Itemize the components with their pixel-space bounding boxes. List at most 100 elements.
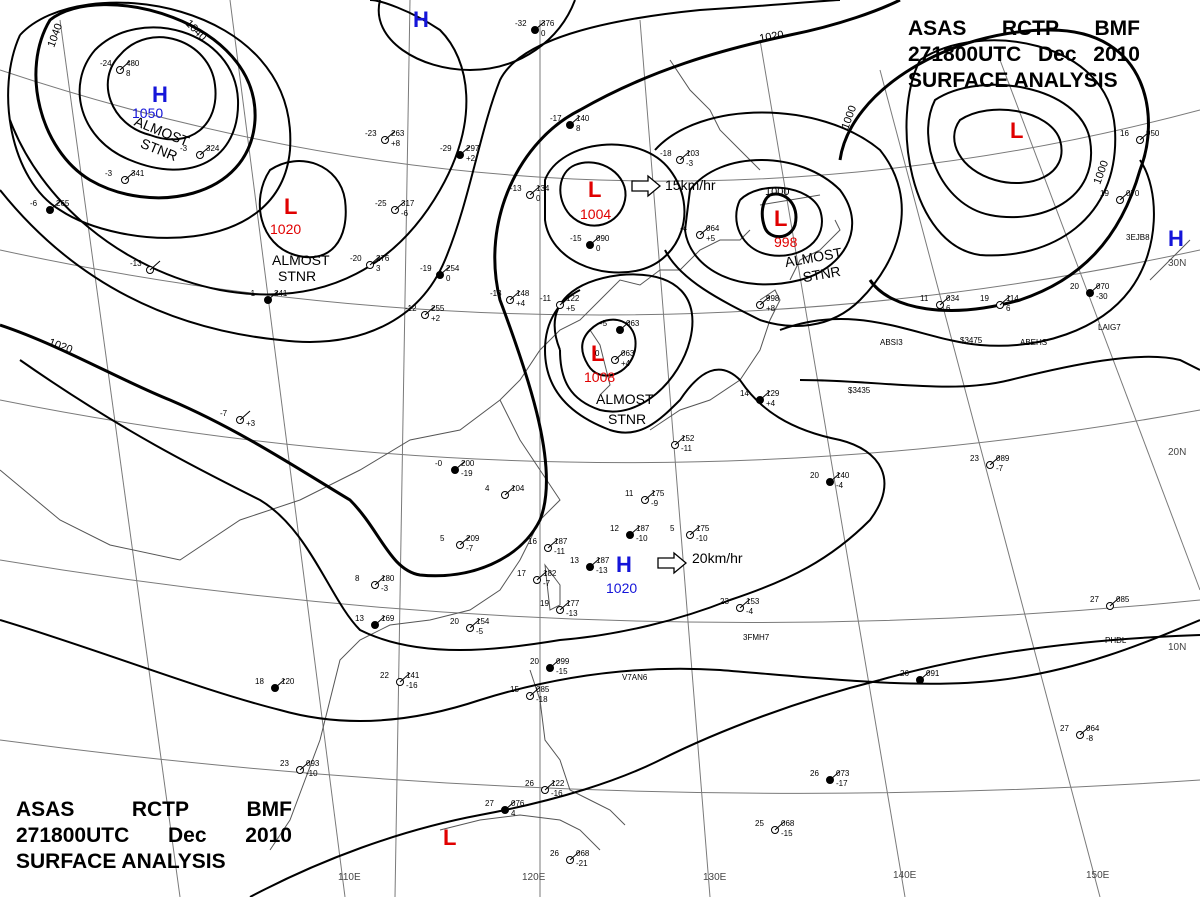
wind-barb [119, 60, 131, 71]
ship-id: V7AN6 [622, 673, 648, 682]
station-pressure: 341 [131, 169, 145, 178]
station-temperature: -1 [248, 289, 256, 298]
station-temperature: 13 [355, 614, 364, 623]
low-pressure-symbol: L [443, 825, 456, 850]
station-temperature: 26 [550, 849, 559, 858]
station-plot: -3 324 [180, 144, 220, 159]
office-code: BMF [1094, 17, 1141, 40]
wind-barb [999, 295, 1011, 306]
station-pressure: 099 [556, 657, 570, 666]
wind-barb [559, 295, 571, 306]
pressure-value: 1050 [132, 105, 163, 121]
latitude-label: 10N [1168, 642, 1186, 653]
station-temperature: 17 [517, 569, 526, 578]
station-temperature: 20 [450, 617, 459, 626]
station-temperature: 26 [810, 769, 819, 778]
station-plot: -13 [130, 259, 161, 274]
wind-barb [1119, 190, 1131, 201]
station-pressure: 122 [551, 779, 565, 788]
station-temperature: -15 [570, 234, 582, 243]
wind-barb [529, 185, 541, 196]
station-temperature: 11 [625, 489, 634, 498]
wind-barb [549, 658, 561, 669]
stnr-note-line2: STNR [278, 268, 316, 284]
station-pressure-tendency: 6 [1006, 304, 1011, 313]
station-pressure-tendency: -3 [381, 584, 389, 593]
station-pressure: 200 [461, 459, 475, 468]
station-pressure: 175 [696, 524, 710, 533]
station-pressure-tendency: -8 [1086, 734, 1094, 743]
station-temperature: 11 [920, 294, 929, 303]
station-pressure: 120 [281, 677, 295, 686]
station-plot: 25 068-15 [755, 819, 795, 838]
wind-barb [1109, 596, 1121, 607]
meridian-140e [759, 39, 906, 897]
high-pressure-symbol: H [413, 7, 429, 32]
isobar-label: 1020 [758, 29, 784, 45]
station-temperature: 27 [1090, 595, 1099, 604]
station-pressure-tendency: -11 [554, 547, 566, 556]
station-pressure: 480 [126, 59, 140, 68]
station-pressure: 254 [446, 264, 460, 273]
station-pressure: 063 [626, 319, 640, 328]
station-pressure-tendency: -7 [466, 544, 474, 553]
station-plot: 0 063+4 [595, 349, 635, 368]
station-pressure-tendency: 0 [596, 244, 601, 253]
station-pressure: 063 [621, 349, 635, 358]
wind-barb [674, 435, 686, 446]
station-temperature: 19 [1100, 189, 1109, 198]
station-temperature: 15 [510, 685, 519, 694]
station-plot: -18 103-3 [660, 149, 700, 168]
movement-arrow [657, 551, 688, 575]
graticule-labels: 110E 120E 130E 140E 150E 30N 20N 10N [338, 258, 1186, 883]
valid-time: 271800UTC [16, 824, 130, 847]
chart-header-top: ASAS RCTP BMF 271800UTC Dec 2010 SURFACE… [908, 16, 1140, 94]
station-plot: 16 950 [1120, 129, 1160, 144]
station-pressure: 089 [996, 454, 1010, 463]
station-pressure: 134 [536, 184, 550, 193]
high-pressure-symbol: H [152, 82, 168, 107]
station-pressure: 068 [576, 849, 590, 858]
station-pressure: 076 [511, 799, 525, 808]
wind-barb [149, 260, 161, 271]
wind-barb [459, 535, 471, 546]
station-temperature: 14 [740, 389, 749, 398]
station-pressure: 324 [206, 144, 220, 153]
wind-barb [589, 235, 601, 246]
station-pressure-tendency: -3 [686, 159, 694, 168]
low-pressure-symbol: L [591, 341, 604, 366]
station-pressure-tendency: +3 [246, 419, 256, 428]
agency-code: ASAS [908, 17, 967, 40]
meridian-130e [639, 19, 711, 897]
station-pressure-tendency: -5 [476, 627, 484, 636]
station-pressure-tendency: -13 [596, 566, 608, 575]
valid-time: 271800UTC [908, 43, 1022, 66]
longitude-label: 110E [338, 872, 361, 883]
station-temperature: -19 [420, 264, 432, 273]
wind-barb [504, 485, 516, 496]
wind-barb [124, 170, 136, 181]
station-code: RCTP [1001, 17, 1060, 40]
station-pressure: 064 [1086, 724, 1100, 733]
station-temperature: -7 [220, 409, 228, 418]
station-plot: -1 241 [248, 289, 288, 304]
station-pressure: 169 [381, 614, 395, 623]
station-temperature: -24 [100, 59, 112, 68]
pressure-centers: H 1050 H L 1020 L 1004 15km/hr L 998 L L… [132, 7, 1184, 850]
station-plot: 16 187-11 [528, 537, 568, 556]
station-pressure: 297 [466, 144, 480, 153]
station-plot: 17 182-7 [517, 569, 557, 588]
station-pressure-tendency: 8 [576, 124, 581, 133]
station-temperature: 22 [380, 671, 389, 680]
station-plot: 22 141-16 [380, 671, 420, 690]
station-pressure: 209 [466, 534, 480, 543]
station-temperature: -3 [105, 169, 113, 178]
station-temperature: 8 [355, 574, 360, 583]
station-pressure-tendency: -15 [556, 667, 568, 676]
station-pressure: 180 [381, 574, 395, 583]
station-temperature: -25 [375, 199, 387, 208]
wind-barb [547, 538, 559, 549]
station-pressure-tendency: -16 [406, 681, 418, 690]
